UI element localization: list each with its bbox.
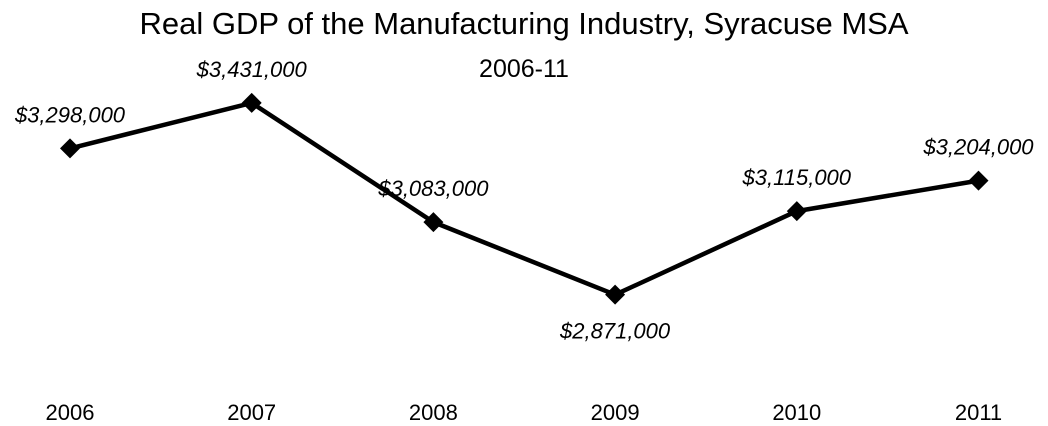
x-axis-labels: 2006 2007 2008 2009 2010 2011 xyxy=(46,400,1003,425)
data-point-marker xyxy=(968,170,989,191)
x-tick-label: 2008 xyxy=(409,400,458,425)
x-tick-label: 2010 xyxy=(772,400,821,425)
data-label: $3,431,000 xyxy=(196,57,308,82)
data-label: $3,083,000 xyxy=(377,176,489,201)
chart-title: Real GDP of the Manufacturing Industry, … xyxy=(139,6,908,41)
data-label: $3,115,000 xyxy=(742,165,852,190)
chart-subtitle: 2006-11 xyxy=(479,55,569,83)
data-point-marker xyxy=(786,201,807,222)
data-label: $3,298,000 xyxy=(14,102,126,127)
data-label: $2,871,000 xyxy=(559,319,671,344)
data-point-marker xyxy=(605,284,626,305)
data-label: $3,204,000 xyxy=(922,135,1034,160)
series-line xyxy=(67,100,981,297)
x-tick-label: 2009 xyxy=(591,400,640,425)
data-point-marker xyxy=(60,138,80,159)
x-tick-label: 2011 xyxy=(955,400,1002,425)
x-tick-label: 2006 xyxy=(46,400,95,425)
x-tick-label: 2007 xyxy=(227,400,276,425)
plot-area: $3,298,000 $3,431,000 $3,083,000 $2,871,000… xyxy=(14,57,1034,344)
data-point-marker xyxy=(241,92,262,113)
data-point-marker xyxy=(423,212,444,233)
